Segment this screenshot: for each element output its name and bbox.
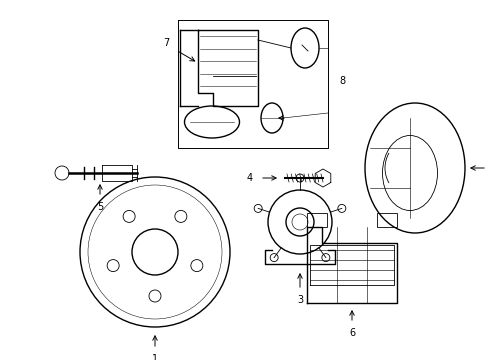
Bar [376, 213, 396, 227]
Circle shape [254, 204, 262, 212]
Text: 8: 8 [338, 76, 345, 86]
Text: 6: 6 [348, 328, 354, 338]
Text: 5: 5 [97, 202, 103, 212]
Circle shape [321, 253, 329, 262]
Circle shape [295, 174, 304, 182]
Circle shape [337, 204, 345, 212]
Text: 1: 1 [152, 354, 158, 360]
Text: 4: 4 [246, 173, 253, 183]
Text: 7: 7 [163, 38, 169, 48]
Text: 3: 3 [296, 295, 303, 305]
Bar [306, 213, 326, 227]
Circle shape [269, 253, 278, 262]
